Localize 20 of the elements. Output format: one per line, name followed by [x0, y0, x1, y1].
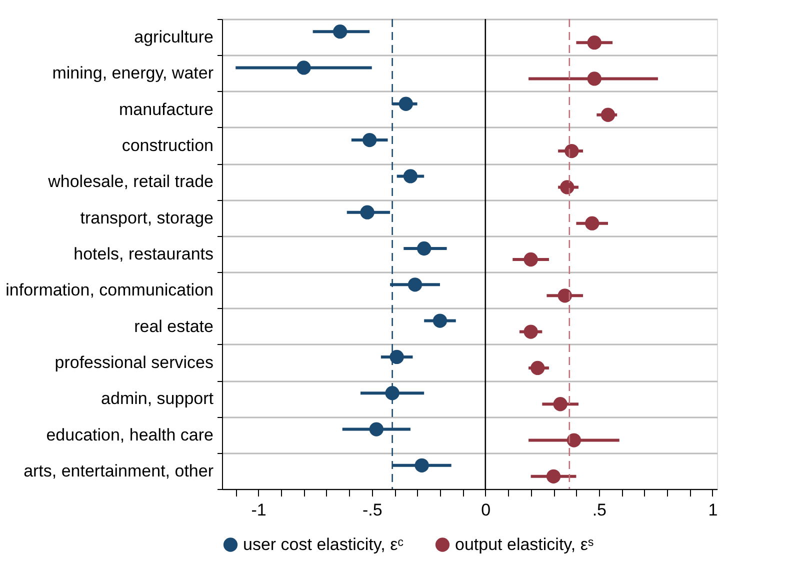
- y-tick-label: mining, energy, water: [52, 64, 214, 83]
- y-tick-label: education, health care: [46, 425, 214, 444]
- x-tick-label: -.5: [362, 500, 382, 520]
- y-tick-label: real estate: [134, 316, 214, 336]
- x-tick-label: 0: [481, 500, 491, 520]
- legend-label: output elasticity, εˢ: [455, 534, 594, 554]
- y-tick-label: hotels, restaurants: [74, 244, 214, 264]
- x-tick-label: 1: [708, 500, 718, 520]
- y-tick-label: admin, support: [101, 389, 214, 408]
- y-tick-label: arts, entertainment, other: [24, 461, 214, 480]
- y-tick-label: information, communication: [6, 280, 214, 300]
- x-tick-label: -1: [251, 500, 266, 520]
- y-tick-label: manufacture: [119, 100, 214, 119]
- x-tick-label: .5: [592, 500, 607, 520]
- y-tick-label: transport, storage: [80, 208, 214, 228]
- y-tick-label: construction: [122, 136, 214, 156]
- legend-label: user cost elasticity, εᶜ: [243, 534, 404, 554]
- y-tick-label: professional services: [54, 352, 214, 372]
- y-tick-label: agriculture: [134, 28, 214, 47]
- y-tick-label: wholesale, retail trade: [47, 172, 214, 192]
